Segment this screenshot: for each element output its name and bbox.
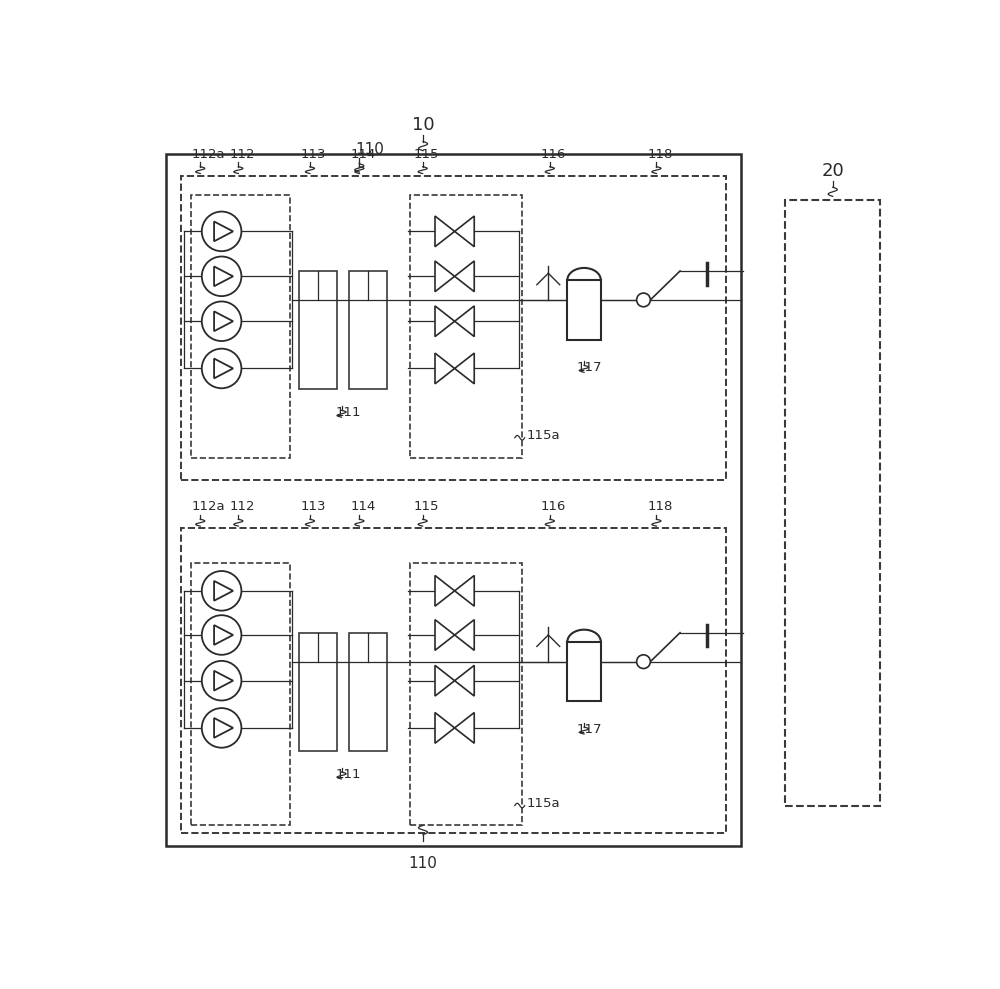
- Bar: [349, 633, 387, 751]
- Circle shape: [202, 571, 241, 610]
- Bar: [181, 176, 726, 481]
- Circle shape: [637, 655, 650, 669]
- Text: 20: 20: [821, 161, 844, 180]
- Bar: [299, 633, 337, 751]
- Bar: [410, 563, 522, 826]
- Text: 115: 115: [414, 500, 439, 513]
- Circle shape: [637, 293, 650, 307]
- Bar: [191, 195, 290, 458]
- Circle shape: [202, 661, 241, 700]
- Text: 112: 112: [229, 500, 255, 513]
- Text: 112a: 112a: [191, 500, 225, 513]
- Text: 111: 111: [335, 405, 361, 418]
- Bar: [567, 642, 601, 701]
- Text: 112a: 112a: [191, 147, 225, 160]
- Text: 114: 114: [350, 147, 376, 160]
- Bar: [166, 154, 741, 846]
- Circle shape: [202, 256, 241, 296]
- Bar: [567, 280, 601, 339]
- Text: 112: 112: [229, 147, 255, 160]
- Text: 118: 118: [647, 147, 673, 160]
- Bar: [785, 200, 880, 806]
- Text: 115: 115: [414, 147, 439, 160]
- Text: 111: 111: [335, 767, 361, 780]
- Circle shape: [202, 302, 241, 341]
- Bar: [299, 271, 337, 389]
- Bar: [191, 563, 290, 826]
- Text: 10: 10: [412, 116, 434, 134]
- Text: 117: 117: [576, 361, 602, 374]
- Text: 110: 110: [355, 141, 384, 156]
- Bar: [410, 195, 522, 458]
- Text: 115a: 115a: [526, 797, 560, 810]
- Text: 117: 117: [576, 723, 602, 736]
- Circle shape: [202, 349, 241, 389]
- Text: 118: 118: [647, 500, 673, 513]
- Bar: [181, 528, 726, 833]
- Text: 113: 113: [301, 500, 326, 513]
- Circle shape: [202, 708, 241, 748]
- Text: 114: 114: [350, 500, 376, 513]
- Bar: [349, 271, 387, 389]
- Text: 113: 113: [301, 147, 326, 160]
- Text: 115a: 115a: [526, 429, 560, 442]
- Circle shape: [202, 615, 241, 655]
- Text: 116: 116: [541, 500, 566, 513]
- Circle shape: [202, 212, 241, 251]
- Text: 116: 116: [541, 147, 566, 160]
- Text: 110: 110: [409, 855, 437, 871]
